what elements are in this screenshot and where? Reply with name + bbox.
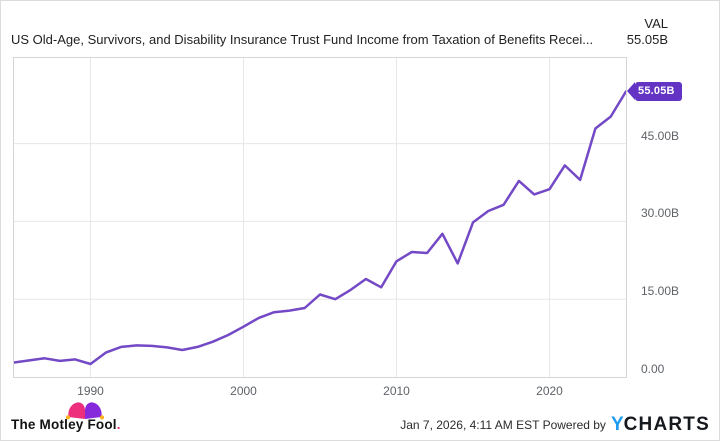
ycharts-logo: YCHARTS [610,414,710,435]
footer-attribution: Jan 7, 2026, 4:11 AM EST Powered by YCHA… [400,414,710,436]
y-axis-tick-label: 45.00B [641,128,680,143]
data-line [14,90,626,366]
x-axis-tick-label: 2010 [383,384,410,398]
jester-hat-icon [65,402,105,420]
motley-fool-wordmark: The Motley Fool. [11,417,121,432]
val-column-header: VAL [644,16,668,31]
x-axis-tick-label: 2020 [536,384,563,398]
plot-area [13,57,627,378]
y-axis-tick-label: 30.00B [641,206,680,221]
chart-title: US Old-Age, Survivors, and Disability In… [11,32,594,47]
badge-value: 55.05B [635,81,682,101]
motley-fool-trademark-dot: . [116,417,121,432]
y-axis-tick-label: 0.00 [641,362,665,376]
motley-fool-logo: The Motley Fool. [10,400,150,436]
val-current-value: 55.05B [626,32,668,47]
line-chart-svg [14,58,626,377]
ycharts-y-glyph: Y [610,414,624,435]
timestamp: Jan 7, 2026, 4:11 AM EST Powered by [400,418,606,432]
last-value-badge: 55.05B [627,81,682,101]
badge-arrow-icon [627,82,635,101]
x-axis-tick-label: 2000 [230,384,257,398]
x-axis-tick-label: 1990 [77,384,104,398]
y-axis-tick-label: 15.00B [641,284,680,299]
